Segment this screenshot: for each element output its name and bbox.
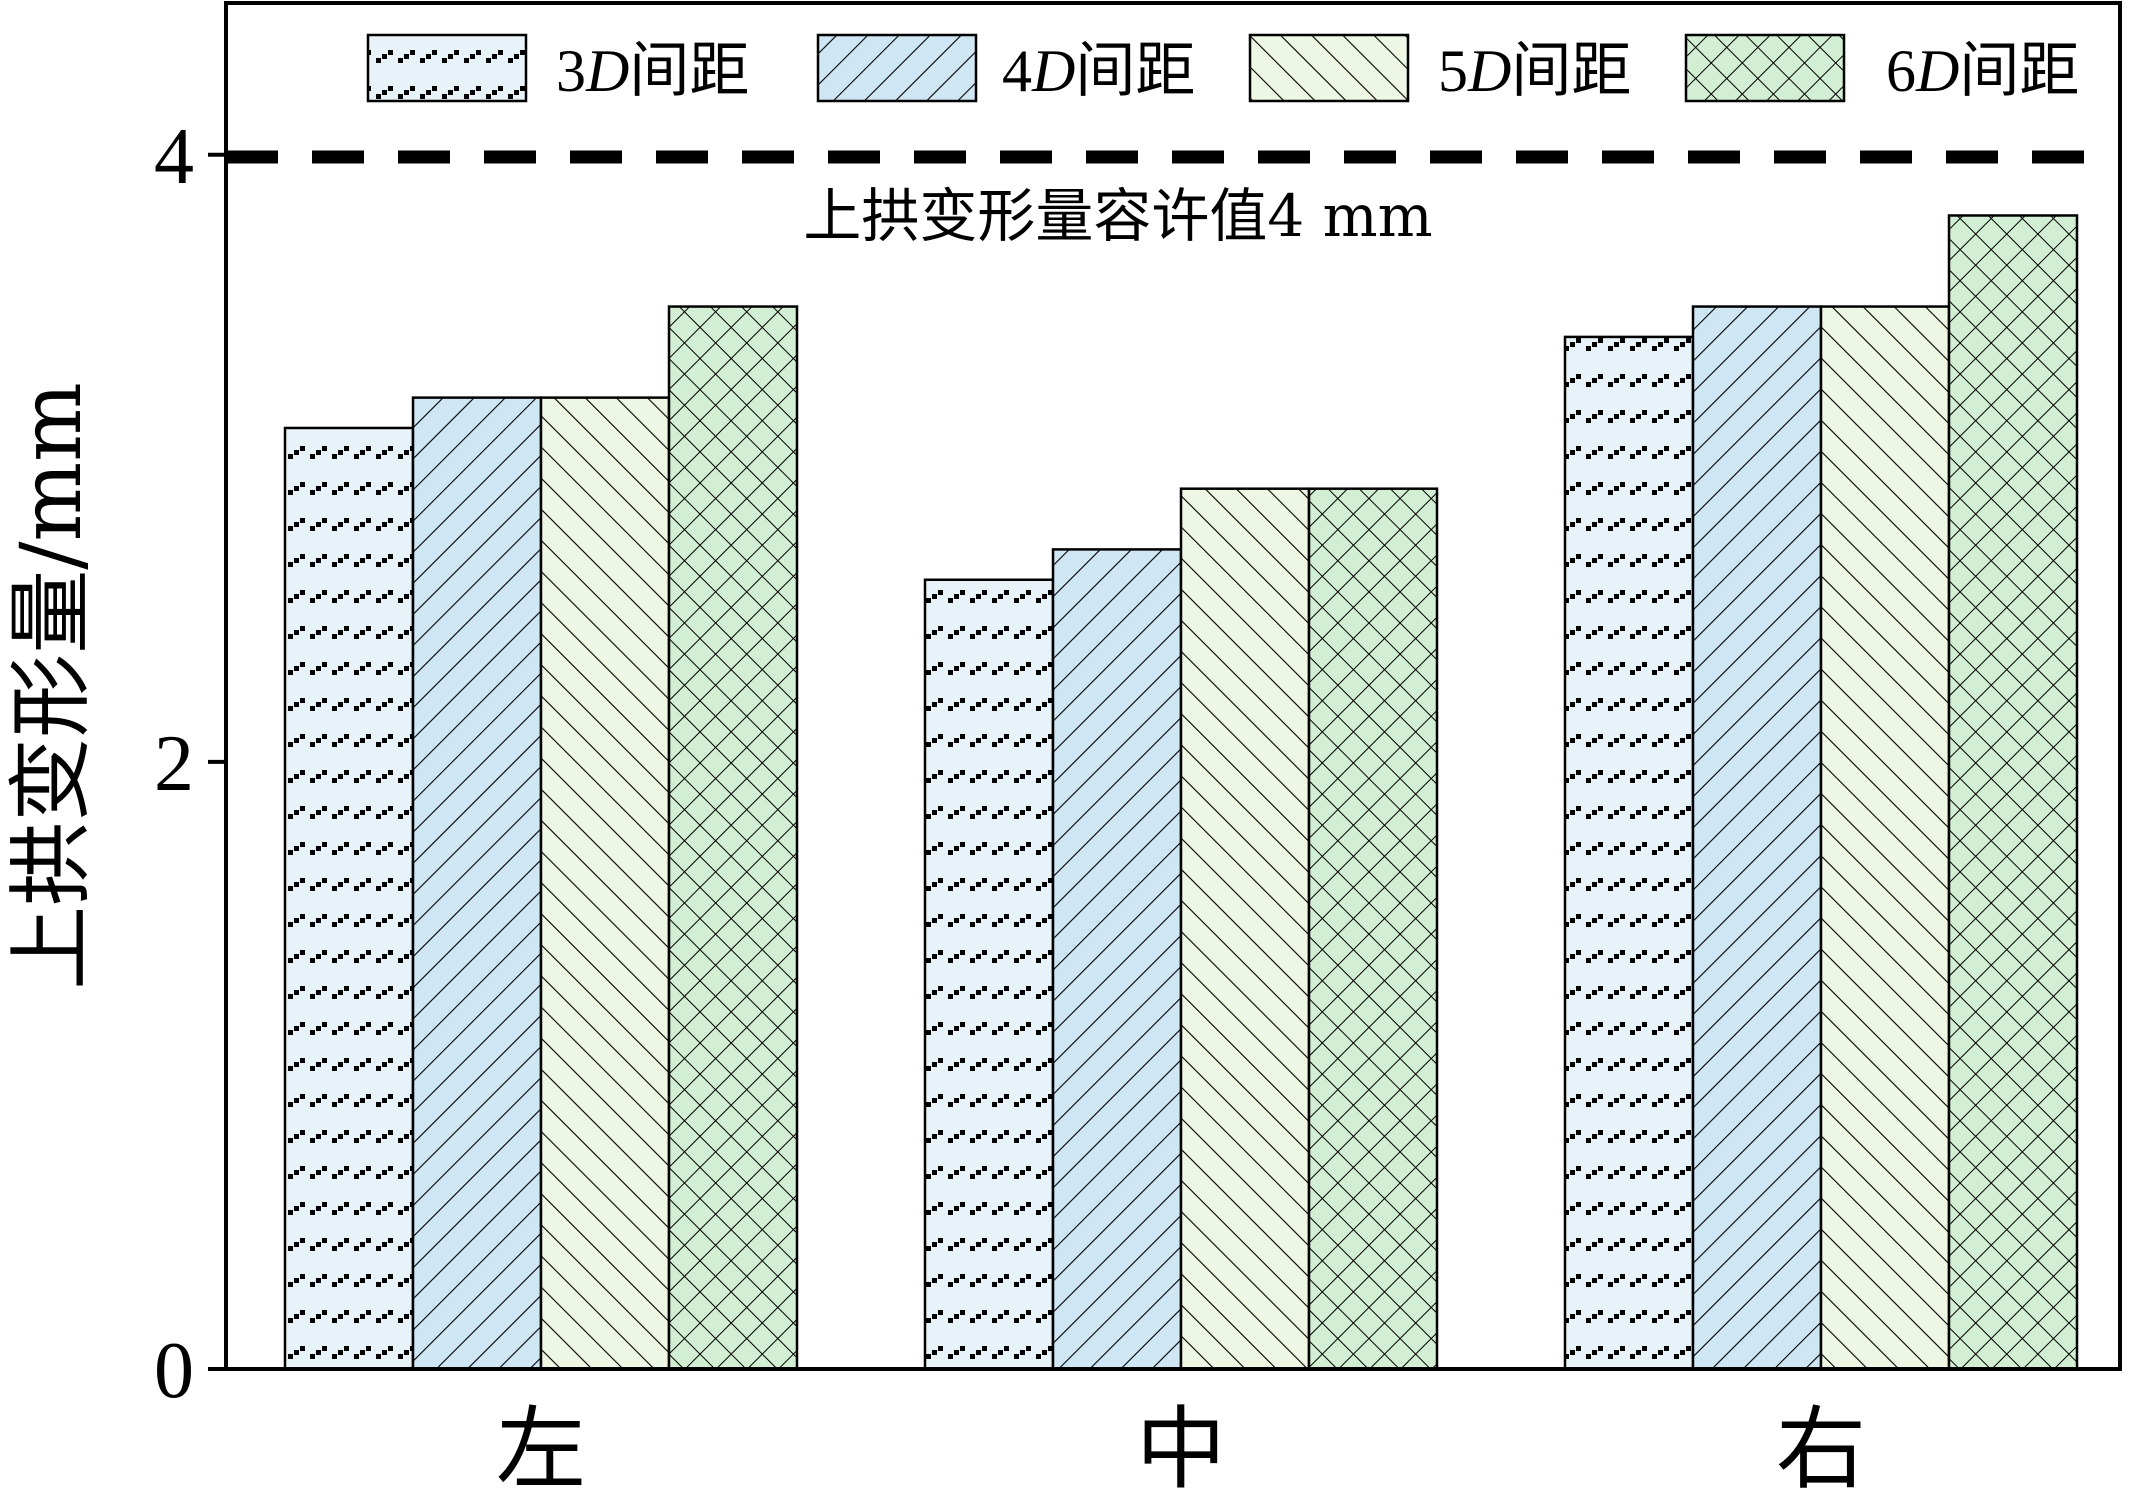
x-category-label-1: 左 (496, 1397, 586, 1493)
bar-1-series-3 (539, 396, 671, 1371)
legend-swatch-2 (816, 33, 978, 103)
x-category-label-3: 右 (1776, 1397, 1866, 1493)
legend-label-2: 4D间距 (1002, 36, 1195, 106)
bar-1-series-4 (667, 305, 799, 1371)
bar-3-series-3 (1819, 305, 1951, 1371)
bar-1-series-1 (283, 426, 415, 1371)
y-tick-label-1: 2 (154, 720, 194, 808)
bar-3-series-2 (1691, 305, 1823, 1371)
reference-line-label: 上拱变形量容许值4 mm (803, 182, 1432, 250)
legend-label-4: 6D间距 (1886, 36, 2079, 106)
legend-swatch-3 (1248, 33, 1410, 103)
bar-3-series-1 (1563, 335, 1695, 1371)
legend-swatch-4 (1684, 33, 1846, 103)
bar-1-series-2 (411, 396, 543, 1371)
legend-label-3: 5D间距 (1438, 36, 1631, 106)
legend-label-1: 3D间距 (556, 36, 749, 106)
x-category-label-2: 中 (1136, 1397, 1226, 1493)
bar-2-series-4 (1307, 487, 1439, 1371)
y-axis-title: 上拱变形量/mm (2, 382, 100, 990)
y-tick-label-0: 0 (154, 1327, 194, 1415)
legend-swatch-1 (366, 33, 528, 103)
bars-layer (283, 214, 2079, 1371)
legend: 3D间距 4D间距 5D间距 6D间距 (366, 33, 2079, 106)
x-axis-categories: 左中右 (496, 1397, 1866, 1493)
bar-3-series-4 (1947, 214, 2079, 1371)
bar-2-series-3 (1179, 487, 1311, 1371)
y-axis-ticks: 0 2 4 (154, 113, 226, 1415)
plot-frame (224, 1, 2122, 1371)
bar-2-series-1 (923, 578, 1055, 1371)
y-tick-label-2: 4 (154, 113, 194, 201)
bar-2-series-2 (1051, 548, 1183, 1371)
